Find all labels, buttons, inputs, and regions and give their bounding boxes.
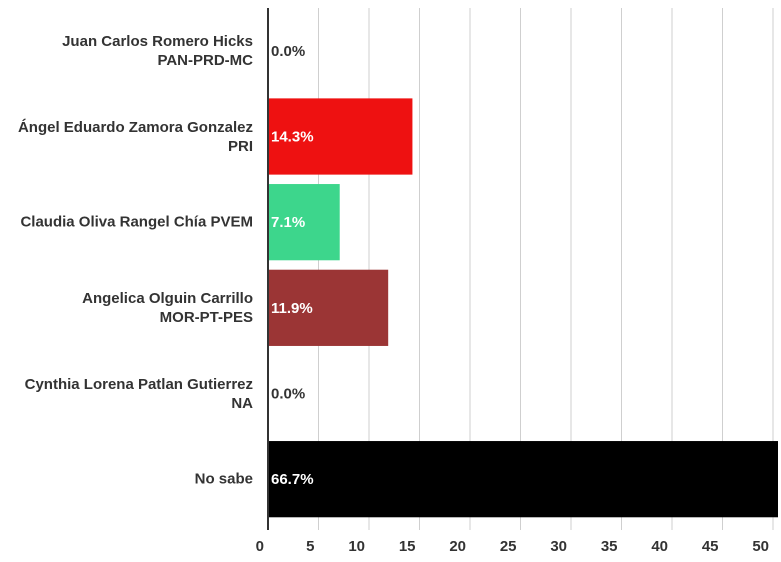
x-tick-label: 45 [702,538,719,555]
x-tick-label: 20 [449,538,466,555]
data-label: 11.9% [271,300,313,317]
y-tick-label: Ángel Eduardo Zamora Gonzalez PRI [17,118,253,155]
bar [268,441,778,518]
x-tick-label: 10 [348,538,365,555]
data-label: 14.3% [271,128,314,145]
bar [268,269,389,346]
y-tick-label: Angelica Olguin Carrillo MOR-PT-PES [82,289,253,326]
data-label: 0.0% [271,43,305,60]
data-label: 0.0% [271,385,305,402]
x-tick-label: 25 [500,538,517,555]
data-label: 66.7% [271,471,314,488]
x-tick-label: 50 [752,538,769,555]
bar [268,184,340,261]
x-tick-label: 30 [550,538,567,555]
bar [268,98,413,175]
y-tick-label: Juan Carlos Romero Hicks PAN-PRD-MC [62,32,253,69]
y-tick-label: No sabe [194,470,253,488]
data-label: 7.1% [271,214,305,231]
y-tick-label: Cynthia Lorena Patlan Gutierrez NA [24,375,253,412]
x-tick-label: 40 [651,538,668,555]
y-tick-label: Claudia Oliva Rangel Chía PVEM [20,213,253,231]
x-tick-label: 35 [601,538,618,555]
x-tick-label: 15 [399,538,416,555]
x-tick-label: 5 [306,538,314,555]
x-tick-label: 0 [256,538,264,555]
